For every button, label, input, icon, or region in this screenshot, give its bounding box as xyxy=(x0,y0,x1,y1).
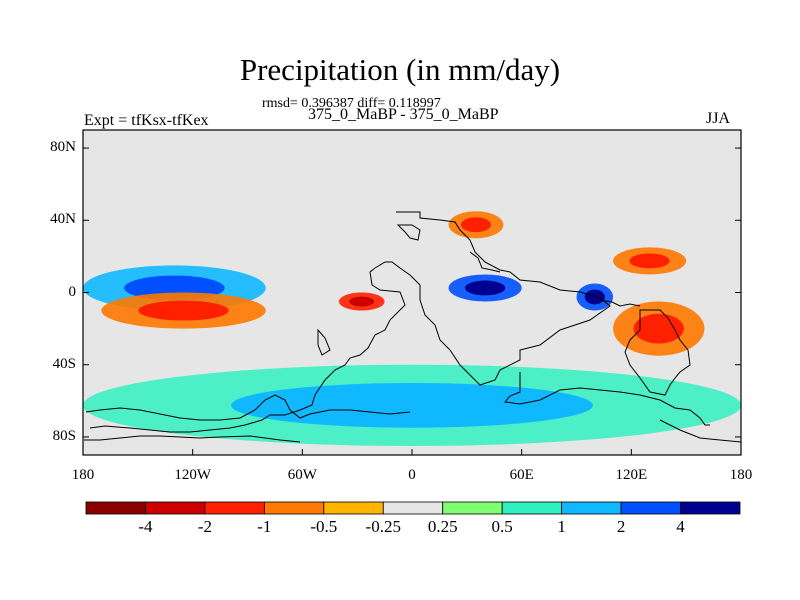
southern-coast xyxy=(504,372,710,426)
colorbar-swatch xyxy=(680,501,741,515)
x-tick-label: 0 xyxy=(408,467,416,483)
antarctic-coast-east xyxy=(659,419,742,443)
colorbar-swatch xyxy=(204,501,265,515)
antarctic-coast-south xyxy=(84,435,301,443)
x-tick-label: 60W xyxy=(287,467,317,483)
small-island xyxy=(317,328,331,356)
field-core xyxy=(633,313,684,344)
x-tick-label: 120E xyxy=(615,467,648,483)
colorbar-swatch xyxy=(145,501,206,515)
coast-segment xyxy=(469,251,501,273)
colorbar-swatch xyxy=(620,501,681,515)
island-chain xyxy=(599,299,641,307)
colorbar-swatch xyxy=(85,501,146,515)
stats-line: rmsd= 0.396387 diff= 0.118997 xyxy=(262,96,441,111)
field-core xyxy=(465,280,506,296)
y-tick-label: 40N xyxy=(50,211,76,228)
field-core xyxy=(584,289,605,305)
coastlines xyxy=(84,211,742,443)
colorbar-tick-label: -0.5 xyxy=(310,517,338,536)
colorbar xyxy=(85,501,741,515)
colorbar-tick-label: -2 xyxy=(197,517,212,536)
field-core xyxy=(629,253,670,269)
x-tick-label: 180 xyxy=(729,467,753,483)
field-core xyxy=(231,383,593,428)
y-axis-ticks xyxy=(83,147,741,438)
antarctic-coast-west xyxy=(85,394,411,421)
page-title: Precipitation (in mm/day) xyxy=(239,52,561,87)
colorbar-swatch xyxy=(561,501,622,515)
x-tick-label: 120W xyxy=(174,467,211,483)
colorbar-swatch xyxy=(382,501,444,515)
x-axis-ticks xyxy=(82,449,742,455)
precip-fields xyxy=(83,211,741,446)
colorbar-tick-label: 4 xyxy=(676,517,685,536)
colorbar-tick-label: 0.25 xyxy=(427,517,458,536)
field-core xyxy=(460,217,492,233)
y-tick-label: 40S xyxy=(52,355,76,372)
colorbar-tick-label: -0.25 xyxy=(365,517,401,536)
australia-like-outline xyxy=(624,309,691,396)
continent-outline xyxy=(89,211,611,433)
x-tick-label: 60E xyxy=(509,467,534,483)
y-tick-label: 80N xyxy=(50,139,76,156)
colorbar-tick-label: 1 xyxy=(557,517,566,536)
colorbar-swatch xyxy=(501,501,563,515)
colorbar-tick-label: 0.5 xyxy=(491,517,513,536)
case-line: 375_0_MaBP - 375_0_MaBP xyxy=(308,106,499,123)
field-core xyxy=(138,300,229,321)
island-outline xyxy=(396,224,421,241)
colorbar-swatch xyxy=(442,501,503,515)
y-tick-label: 80S xyxy=(52,427,76,444)
colorbar-swatch xyxy=(263,501,325,515)
colorbar-tick-label: -1 xyxy=(257,517,272,536)
colorbar-swatch xyxy=(323,501,384,515)
y-tick-label: 0 xyxy=(68,283,77,300)
field-core xyxy=(349,296,375,307)
x-tick-label: 180 xyxy=(71,467,95,483)
season-label: JJA xyxy=(706,110,731,127)
experiment-label: Expt = tfKsx-tfKex xyxy=(84,112,209,129)
colorbar-tick-label: -4 xyxy=(138,517,153,536)
colorbar-tick-label: 2 xyxy=(616,517,626,536)
